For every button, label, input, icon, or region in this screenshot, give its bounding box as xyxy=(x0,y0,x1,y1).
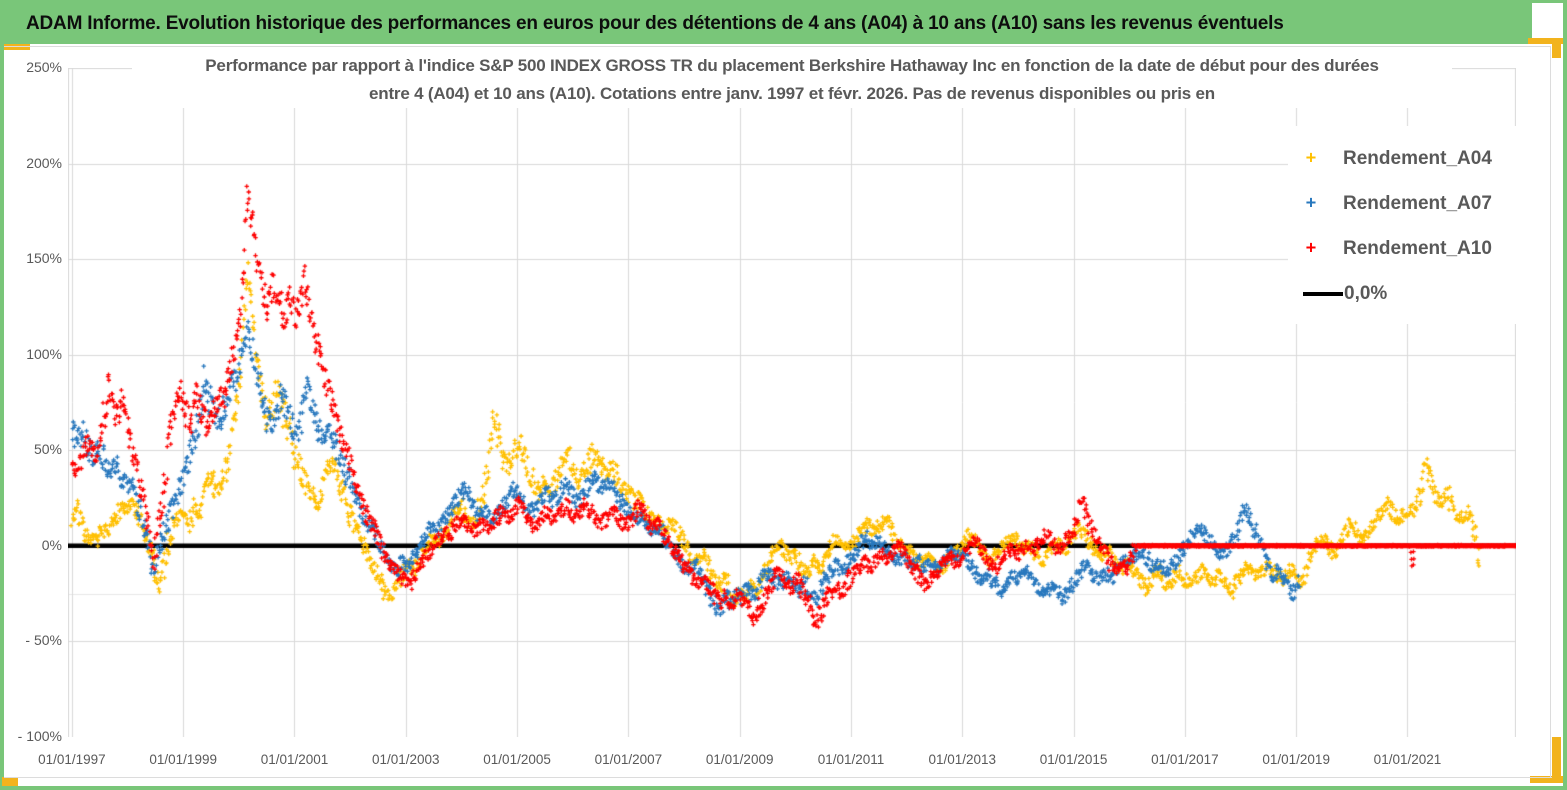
gold-accent-bottom-left xyxy=(2,777,18,786)
x-tick-label: 01/01/1999 xyxy=(149,752,217,767)
frame-top-border xyxy=(0,0,1567,3)
legend-label: Rendement_A04 xyxy=(1343,147,1492,169)
x-tick-label: 01/01/2003 xyxy=(371,752,440,767)
y-tick-label: - 50% xyxy=(25,632,62,649)
plus-marker-icon: + xyxy=(1305,238,1317,258)
legend-item-rendement-a07: + Rendement_A07 xyxy=(1288,181,1518,226)
report-title: ADAM Informe. Evolution historique des p… xyxy=(26,12,1284,34)
chart-title: Performance par rapport à l'indice S&P 5… xyxy=(132,52,1452,108)
x-tick-label: 01/01/2021 xyxy=(1373,752,1442,767)
x-tick-label: 01/01/2013 xyxy=(928,752,997,767)
y-tick-label: 150% xyxy=(26,250,62,267)
x-tick-label: 01/01/2005 xyxy=(483,752,551,767)
plus-marker-icon: + xyxy=(1305,148,1317,168)
legend-item-rendement-a04: + Rendement_A04 xyxy=(1288,136,1518,181)
chart-object-right-edge xyxy=(1550,46,1551,778)
chart-title-line1: Performance par rapport à l'indice S&P 5… xyxy=(205,56,1379,75)
x-tick-label: 01/01/2001 xyxy=(260,752,329,767)
gold-accent-top-left xyxy=(4,44,30,50)
legend-item-zero-line: 0,0% xyxy=(1288,271,1518,316)
frame-right-border xyxy=(1563,0,1567,790)
x-tick-label: 01/01/2007 xyxy=(594,752,663,767)
header-bar: ADAM Informe. Evolution historique des p… xyxy=(4,3,1532,44)
gold-accent-bottom-right-vertical xyxy=(1552,737,1561,783)
x-tick-label: 01/01/1997 xyxy=(38,752,106,767)
gold-accent-bottom-right-horizontal xyxy=(1530,776,1563,783)
y-tick-label: - 100% xyxy=(17,728,62,744)
y-tick-label: 50% xyxy=(33,441,62,458)
y-tick-label: 200% xyxy=(26,154,62,171)
chart-object-bottom-edge xyxy=(4,777,1552,778)
x-tick-label: 01/01/2019 xyxy=(1262,752,1330,767)
chart-legend: + Rendement_A04 + Rendement_A07 + Rendem… xyxy=(1288,126,1518,324)
chart-object-top-edge xyxy=(4,46,1550,47)
y-tick-label: 100% xyxy=(26,345,62,362)
legend-item-rendement-a10: + Rendement_A10 xyxy=(1288,226,1518,271)
frame-bottom-border xyxy=(0,786,1567,790)
x-tick-label: 01/01/2015 xyxy=(1039,752,1108,767)
x-tick-label: 01/01/2017 xyxy=(1151,752,1219,767)
legend-label: Rendement_A07 xyxy=(1343,192,1492,214)
chart-title-line2: entre 4 (A04) et 10 ans (A10). Cotations… xyxy=(369,84,1215,103)
chart-plot-canvas xyxy=(68,68,1516,737)
y-axis: 250% 200% 150% 100% 50% 0% - 50% - 100% xyxy=(0,0,62,790)
y-tick-label: 0% xyxy=(41,536,62,553)
legend-label: 0,0% xyxy=(1344,282,1388,304)
y-tick-label: 250% xyxy=(26,59,62,75)
gold-accent-top-right-vertical xyxy=(1552,38,1561,58)
legend-label: Rendement_A10 xyxy=(1343,237,1492,259)
plus-marker-icon: + xyxy=(1305,193,1317,213)
x-tick-label: 01/01/2009 xyxy=(705,752,774,767)
x-tick-label: 01/01/2011 xyxy=(817,752,885,767)
gold-accent-top-right-horizontal xyxy=(1528,38,1563,44)
zero-line-icon xyxy=(1303,291,1343,296)
frame-left-border xyxy=(0,0,4,790)
